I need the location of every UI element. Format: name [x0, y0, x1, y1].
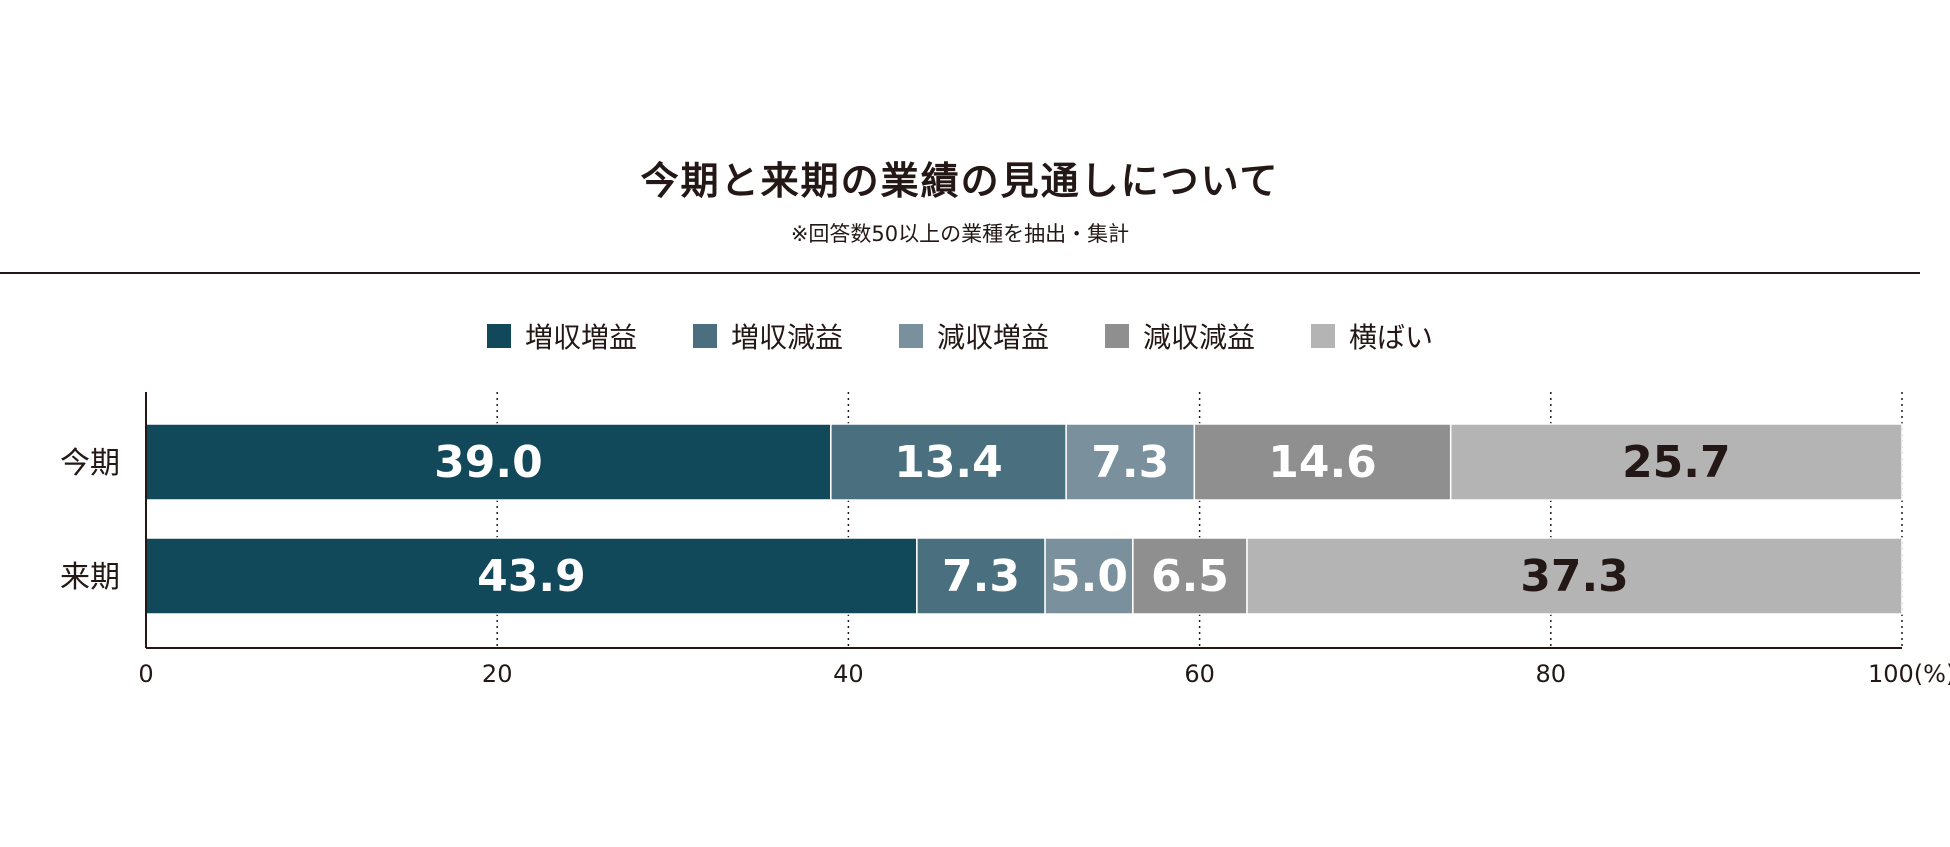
category-label: 来期 — [60, 560, 120, 595]
bar-segment — [916, 537, 1046, 615]
bar-segment — [1065, 423, 1196, 501]
data-label: 14.6 — [1268, 437, 1377, 488]
legend-swatch — [692, 324, 717, 348]
x-tick-label: 0 — [138, 660, 153, 688]
data-label: 39.0 — [434, 437, 543, 488]
bar-segment — [1132, 537, 1248, 615]
legend-item: 減収増益 — [898, 316, 1049, 356]
data-label: 6.5 — [1151, 551, 1229, 602]
legend-swatch — [1105, 324, 1129, 348]
legend-swatch — [1311, 324, 1336, 348]
bar-segment — [145, 423, 832, 501]
legend-label: 増収減益 — [730, 321, 843, 354]
data-label: 37.3 — [1520, 551, 1629, 602]
legend-label: 減収増益 — [936, 321, 1049, 354]
x-tick-label: 40 — [833, 660, 864, 688]
chart-subtitle: ※回答数50以上の業種を抽出・集計 — [790, 222, 1130, 246]
x-tick-label: 20 — [482, 660, 513, 688]
bar-segment — [1449, 423, 1903, 501]
legend-item: 減収減益 — [1105, 316, 1255, 356]
legend-swatch — [898, 324, 923, 348]
chart-legend: 増収増益 増収減益 減収増益 減収減益 横ばい — [0, 316, 1920, 356]
chart-title: 今期と来期の業績の見通しについて — [640, 159, 1280, 203]
data-label: 7.3 — [1091, 437, 1169, 488]
legend-swatch — [486, 324, 511, 348]
x-tick-label: 80 — [1536, 660, 1567, 688]
category-label: 今期 — [60, 446, 120, 481]
legend-item: 増収増益 — [486, 316, 637, 356]
x-tick-label: 100(%) — [1868, 660, 1950, 688]
bar-segment — [1044, 537, 1134, 615]
bar-segment — [1246, 537, 1903, 615]
legend-item: 増収減益 — [692, 316, 843, 356]
legend-item: 横ばい — [1311, 316, 1433, 356]
data-label: 13.4 — [894, 437, 1003, 488]
bar-segment — [830, 423, 1067, 501]
header-divider — [0, 272, 1920, 274]
data-label: 7.3 — [942, 551, 1020, 602]
legend-label: 横ばい — [1349, 321, 1434, 354]
legend-label: 減収減益 — [1143, 321, 1256, 354]
data-label: 43.9 — [477, 551, 586, 602]
data-label: 25.7 — [1622, 437, 1731, 488]
legend-label: 増収増益 — [524, 321, 637, 354]
bar-segment — [145, 537, 918, 615]
x-tick-label: 60 — [1184, 660, 1215, 688]
data-label: 5.0 — [1050, 551, 1128, 602]
